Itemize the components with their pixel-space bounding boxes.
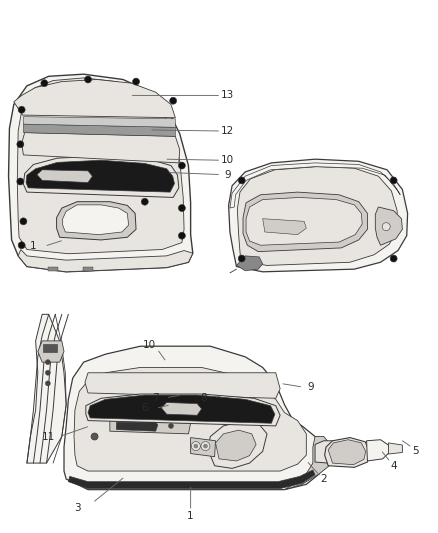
Text: 11: 11 bbox=[42, 432, 55, 441]
Polygon shape bbox=[230, 163, 400, 208]
Circle shape bbox=[46, 381, 50, 386]
Polygon shape bbox=[85, 373, 280, 398]
Text: 10: 10 bbox=[143, 340, 155, 350]
Polygon shape bbox=[328, 440, 366, 465]
Polygon shape bbox=[263, 219, 306, 235]
Polygon shape bbox=[23, 117, 175, 127]
Circle shape bbox=[46, 370, 50, 375]
Polygon shape bbox=[26, 160, 174, 192]
Polygon shape bbox=[23, 156, 179, 197]
Circle shape bbox=[18, 106, 25, 113]
Polygon shape bbox=[389, 443, 403, 454]
Circle shape bbox=[178, 205, 185, 212]
Circle shape bbox=[85, 76, 92, 83]
Polygon shape bbox=[237, 256, 263, 271]
Polygon shape bbox=[215, 430, 256, 461]
Polygon shape bbox=[74, 367, 306, 471]
Circle shape bbox=[201, 442, 210, 450]
Circle shape bbox=[17, 141, 24, 148]
Polygon shape bbox=[229, 159, 408, 272]
Circle shape bbox=[41, 80, 48, 87]
Text: 7: 7 bbox=[152, 393, 159, 403]
Polygon shape bbox=[43, 344, 57, 351]
Polygon shape bbox=[88, 395, 275, 423]
Text: 1: 1 bbox=[30, 241, 37, 252]
Text: 3: 3 bbox=[74, 503, 81, 513]
Circle shape bbox=[238, 255, 245, 262]
Circle shape bbox=[178, 162, 185, 169]
Circle shape bbox=[204, 444, 208, 448]
Polygon shape bbox=[161, 402, 201, 415]
Text: 1: 1 bbox=[187, 511, 194, 521]
Polygon shape bbox=[37, 170, 92, 183]
Text: 9: 9 bbox=[307, 382, 314, 392]
Circle shape bbox=[390, 255, 397, 262]
Polygon shape bbox=[64, 346, 319, 490]
Polygon shape bbox=[68, 470, 315, 489]
Polygon shape bbox=[285, 437, 332, 490]
Polygon shape bbox=[325, 438, 370, 467]
Polygon shape bbox=[23, 124, 175, 136]
Text: 6: 6 bbox=[141, 403, 148, 414]
Polygon shape bbox=[86, 394, 280, 426]
Circle shape bbox=[133, 78, 140, 85]
Text: 9: 9 bbox=[224, 169, 231, 180]
Polygon shape bbox=[17, 78, 184, 254]
Circle shape bbox=[18, 242, 25, 249]
Polygon shape bbox=[48, 266, 58, 271]
Polygon shape bbox=[14, 79, 175, 118]
Polygon shape bbox=[367, 440, 389, 461]
Polygon shape bbox=[9, 74, 193, 272]
Text: 5: 5 bbox=[412, 447, 419, 456]
Polygon shape bbox=[38, 341, 64, 362]
Polygon shape bbox=[191, 438, 215, 457]
Circle shape bbox=[191, 442, 200, 450]
Circle shape bbox=[91, 433, 98, 440]
Polygon shape bbox=[208, 421, 267, 469]
Circle shape bbox=[46, 360, 50, 365]
Text: 4: 4 bbox=[390, 461, 397, 471]
Circle shape bbox=[194, 444, 198, 448]
Text: 10: 10 bbox=[221, 155, 234, 165]
Polygon shape bbox=[83, 266, 93, 271]
Polygon shape bbox=[57, 201, 136, 240]
Circle shape bbox=[169, 423, 173, 429]
Circle shape bbox=[390, 177, 397, 184]
Polygon shape bbox=[243, 192, 367, 252]
Circle shape bbox=[20, 218, 27, 225]
Circle shape bbox=[238, 177, 245, 184]
Text: 8: 8 bbox=[201, 393, 207, 403]
Text: 12: 12 bbox=[221, 126, 234, 136]
Polygon shape bbox=[315, 441, 346, 463]
Text: 13: 13 bbox=[221, 91, 234, 100]
Circle shape bbox=[17, 178, 24, 185]
Polygon shape bbox=[18, 249, 193, 272]
Circle shape bbox=[382, 223, 390, 231]
Circle shape bbox=[178, 232, 185, 239]
Polygon shape bbox=[21, 133, 180, 163]
Polygon shape bbox=[63, 205, 129, 235]
Polygon shape bbox=[117, 422, 158, 431]
Text: 2: 2 bbox=[321, 474, 327, 484]
Polygon shape bbox=[110, 421, 191, 434]
Polygon shape bbox=[237, 167, 397, 265]
Circle shape bbox=[170, 97, 177, 104]
Polygon shape bbox=[246, 197, 362, 245]
Circle shape bbox=[141, 198, 148, 205]
Polygon shape bbox=[375, 207, 403, 245]
Polygon shape bbox=[27, 314, 66, 463]
